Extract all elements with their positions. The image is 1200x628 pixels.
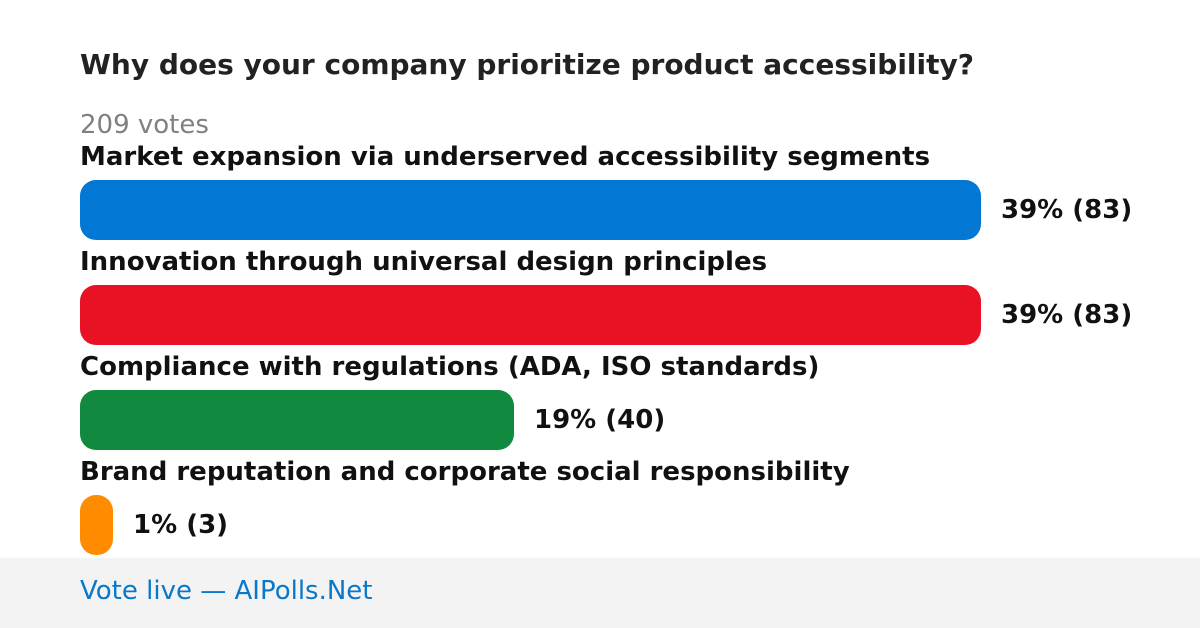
vote-count: 209 votes [80, 110, 209, 140]
option-value-label: 39% (83) [1001, 195, 1133, 225]
option-label: Compliance with regulations (ADA, ISO st… [80, 352, 820, 382]
option-bar [80, 390, 514, 450]
option-value-label: 39% (83) [1001, 300, 1133, 330]
option-label: Brand reputation and corporate social re… [80, 457, 850, 487]
option-bar [80, 285, 981, 345]
option-value-label: 1% (3) [133, 510, 229, 540]
vote-live-link[interactable]: Vote live — AIPolls.Net [80, 576, 373, 606]
option-label: Innovation through universal design prin… [80, 247, 768, 277]
option-value-label: 19% (40) [534, 405, 666, 435]
option-bar [80, 495, 113, 555]
option-bar [80, 180, 981, 240]
poll-title: Why does your company prioritize product… [80, 48, 974, 81]
footer: Vote live — AIPolls.Net [0, 558, 1200, 628]
option-label: Market expansion via underserved accessi… [80, 142, 931, 172]
